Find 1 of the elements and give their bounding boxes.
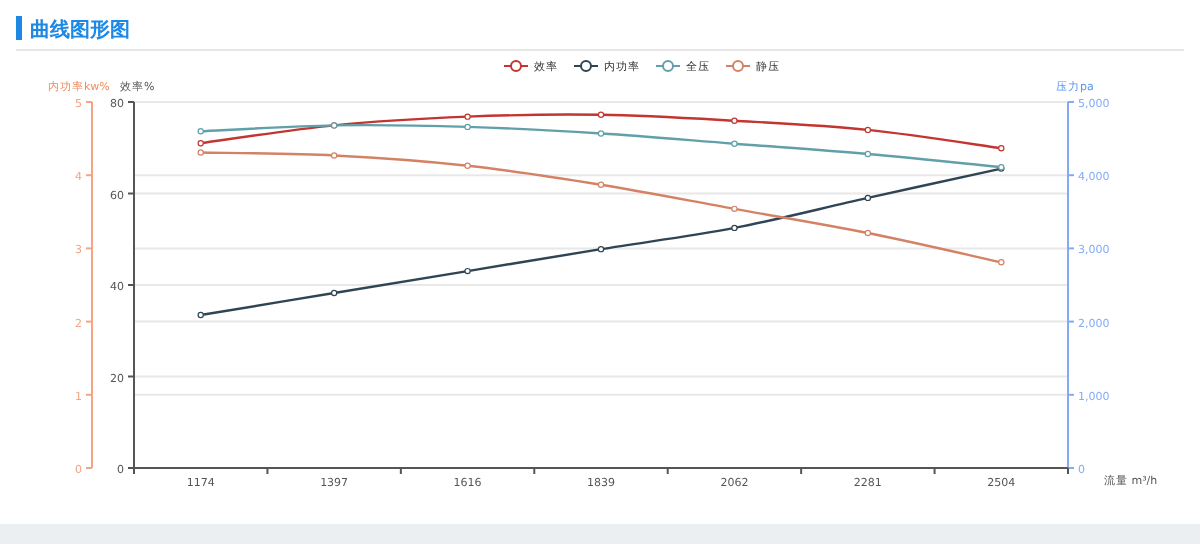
chart-title: 曲线图形图 [30,18,130,42]
